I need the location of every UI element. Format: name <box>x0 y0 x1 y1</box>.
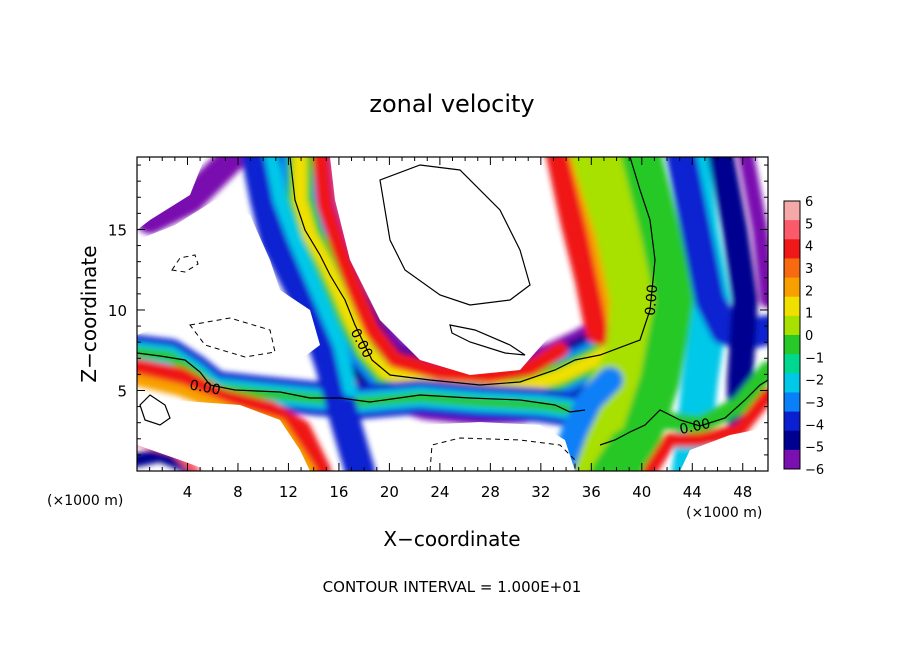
x-tick-label: 40 <box>632 483 651 501</box>
colorbar-swatch <box>784 258 800 279</box>
colorbar-label: −1 <box>805 351 824 366</box>
colorbar-swatch <box>784 373 800 393</box>
white-region-top-left <box>137 157 205 230</box>
x-tick-label: 48 <box>733 483 752 501</box>
colorbar-swatch <box>784 392 800 413</box>
x-axis-title: X−coordinate <box>383 527 520 551</box>
band-red <box>312 157 568 383</box>
colorbar-label: 0 <box>805 329 813 344</box>
band-red-right <box>546 157 615 345</box>
colorbar-frame <box>783 200 801 470</box>
dashed-contour-left <box>189 317 276 358</box>
colorbar-swatch <box>784 315 800 336</box>
colorbar-swatch <box>784 201 800 221</box>
colorbar-swatch <box>784 449 800 470</box>
band-red-low <box>643 388 768 471</box>
colorbar-label: −4 <box>805 418 824 433</box>
zero-contour-left <box>137 352 586 413</box>
band-blue-diag <box>241 157 375 471</box>
y-tick-label: 5 <box>117 382 127 400</box>
white-region-bottom-right <box>680 430 768 471</box>
x-tick-label: 36 <box>582 483 601 501</box>
solid-contour-bottom-left <box>139 394 171 426</box>
y-tick-label: 10 <box>108 302 127 320</box>
band-purple-right <box>738 157 768 308</box>
zero-contour-right <box>599 379 768 446</box>
zero-contour-upper <box>289 157 656 386</box>
colorbar-label: 2 <box>805 284 813 299</box>
white-region-center <box>330 157 555 375</box>
contour-label-right-vertical: 0.00 <box>643 284 662 316</box>
x-unit-label-right: (×1000 m) <box>686 505 762 521</box>
white-region-left <box>137 200 320 360</box>
band-lime-right <box>550 157 670 471</box>
colorbar-label: −2 <box>805 374 824 389</box>
colorbar-swatch <box>784 411 800 432</box>
svg-text:0.00: 0.00 <box>678 416 712 438</box>
y-tick-label: 15 <box>108 221 127 239</box>
chart-title: zonal velocity <box>369 90 534 118</box>
colorbar-swatch <box>784 220 800 240</box>
band-red-left <box>137 359 331 471</box>
x-tick-label: 8 <box>233 483 243 501</box>
y-axis-title: Z−coordinate <box>77 245 101 382</box>
heatmap-field: 0.00 0.00 0.00 0.00 <box>137 157 768 471</box>
colorbar-swatch <box>784 239 800 259</box>
y-axis: 5 10 15 <box>108 164 768 456</box>
x-tick-label: 16 <box>329 483 348 501</box>
colorbar-swatch <box>784 335 800 355</box>
colorbar: 6 5 4 3 2 1 0 −1 −2 −3 −4 −5 −6 <box>783 195 824 478</box>
colorbar-swatch <box>784 354 800 374</box>
x-tick-label: 20 <box>380 483 399 501</box>
colorbar-label: −5 <box>805 441 824 456</box>
x-tick-label: 44 <box>683 483 702 501</box>
x-tick-label: 28 <box>481 483 500 501</box>
dashed-contour-small <box>171 254 199 273</box>
x-tick-label: 32 <box>531 483 550 501</box>
svg-text:0.00: 0.00 <box>643 284 662 316</box>
contour-interval-note: CONTOUR INTERVAL = 1.000E+01 <box>323 578 582 596</box>
band-purple-left <box>137 157 253 234</box>
x-tick-label: 12 <box>279 483 298 501</box>
x-axis: 4 8 12 16 20 24 28 32 36 40 44 48 <box>149 157 756 501</box>
colorbar-label: 4 <box>805 240 813 255</box>
colorbar-label: 3 <box>805 262 813 277</box>
colorbar-label: −6 <box>805 463 824 478</box>
white-region-bottom-left <box>137 395 310 471</box>
colorbar-swatch <box>784 430 800 451</box>
band-green-right <box>610 157 695 471</box>
x-tick-label: 24 <box>430 483 449 501</box>
band-green-low <box>591 361 768 471</box>
solid-contour-small <box>449 324 526 356</box>
band-cyan-diag <box>264 157 357 397</box>
colorbar-label: 1 <box>805 307 813 322</box>
colorbar-label: −3 <box>805 396 824 411</box>
colorbar-swatch <box>784 277 800 298</box>
x-unit-label-left: (×1000 m) <box>47 493 123 509</box>
colorbar-label: 5 <box>805 217 813 232</box>
colorbar-label: 6 <box>805 195 813 210</box>
colorbar-swatch <box>784 296 800 317</box>
svg-text:0.00: 0.00 <box>188 377 221 398</box>
solid-contour-center <box>379 164 531 306</box>
contour-label-bottom-right: 0.00 <box>678 416 712 438</box>
white-region-bottom-center <box>380 422 575 471</box>
x-tick-label: 4 <box>183 483 193 501</box>
contour-label-left: 0.00 <box>188 377 221 398</box>
